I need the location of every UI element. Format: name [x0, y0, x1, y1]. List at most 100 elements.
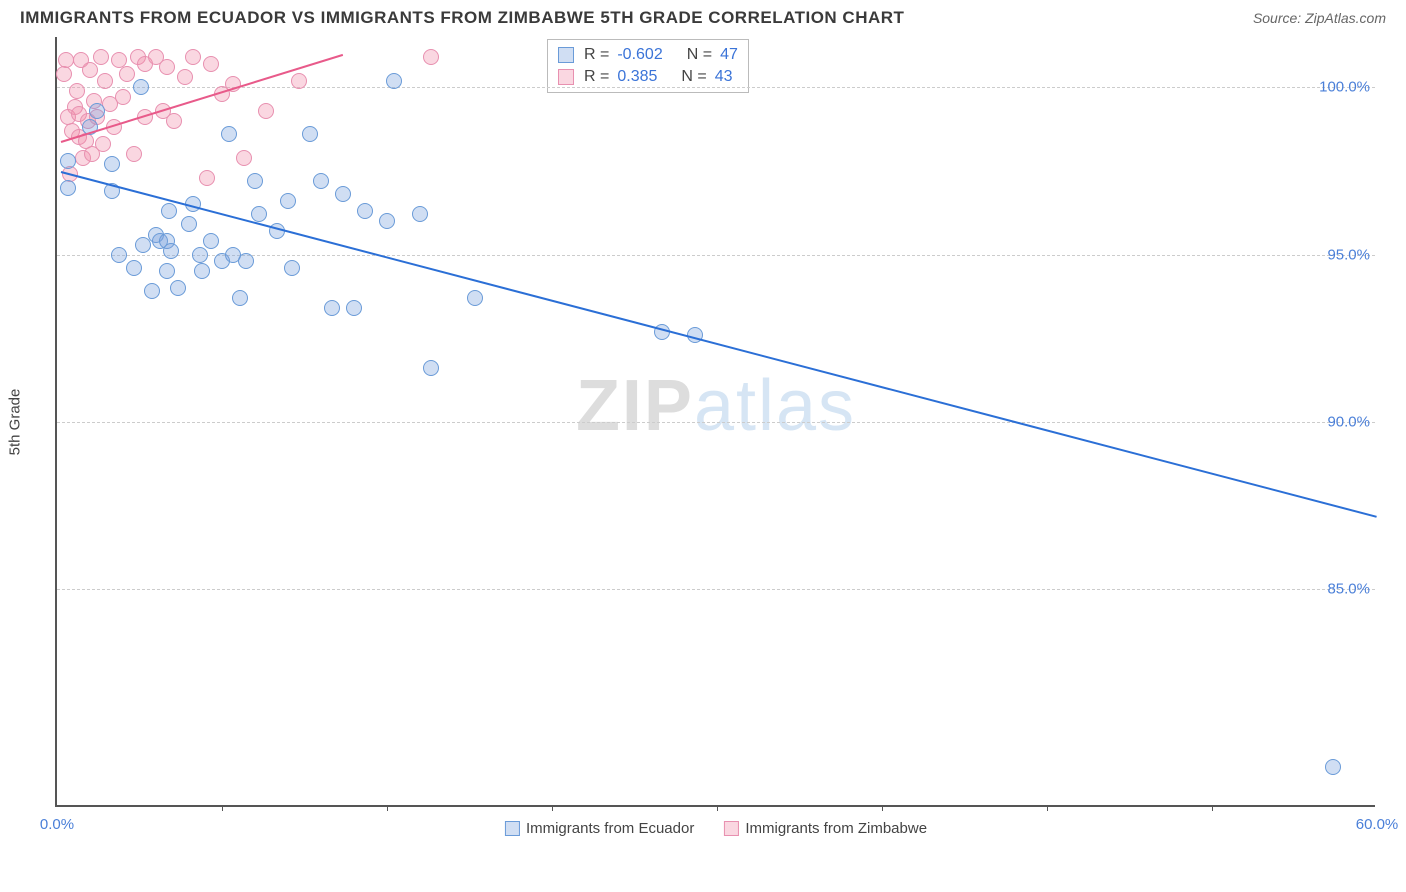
- point-ecuador: [181, 216, 197, 232]
- point-zimbabwe: [199, 170, 215, 186]
- point-zimbabwe: [203, 56, 219, 72]
- y-tick-label: 90.0%: [1327, 414, 1380, 431]
- point-zimbabwe: [69, 83, 85, 99]
- point-zimbabwe: [95, 136, 111, 152]
- point-zimbabwe: [115, 89, 131, 105]
- point-ecuador: [60, 180, 76, 196]
- point-ecuador: [232, 290, 248, 306]
- point-ecuador: [192, 247, 208, 263]
- point-ecuador: [284, 260, 300, 276]
- point-ecuador: [357, 203, 373, 219]
- x-tick-mark: [1212, 805, 1213, 811]
- point-ecuador: [423, 360, 439, 376]
- n-label: N =: [687, 44, 712, 66]
- gridline-h: [57, 589, 1375, 590]
- gridline-h: [57, 422, 1375, 423]
- point-zimbabwe: [166, 113, 182, 129]
- gridline-h: [57, 255, 1375, 256]
- point-zimbabwe: [185, 49, 201, 65]
- point-ecuador: [467, 290, 483, 306]
- legend-top-row: R = 0.385 N = 43: [558, 66, 738, 88]
- source-label: Source:: [1253, 10, 1301, 26]
- point-zimbabwe: [126, 146, 142, 162]
- point-ecuador: [251, 206, 267, 222]
- chart-title: IMMIGRANTS FROM ECUADOR VS IMMIGRANTS FR…: [20, 8, 904, 28]
- point-ecuador: [203, 233, 219, 249]
- watermark-atlas: atlas: [694, 366, 856, 446]
- series-legend: Immigrants from Ecuador Immigrants from Z…: [505, 820, 927, 837]
- point-ecuador: [194, 263, 210, 279]
- y-tick-label: 85.0%: [1327, 581, 1380, 598]
- n-value: 47: [720, 44, 738, 66]
- point-ecuador: [302, 126, 318, 142]
- point-zimbabwe: [236, 150, 252, 166]
- legend-label: Immigrants from Zimbabwe: [745, 820, 927, 837]
- watermark: ZIPatlas: [576, 365, 856, 447]
- plot-area: ZIPatlas R =-0.602N =47R =0.385N =43 Imm…: [55, 37, 1375, 807]
- point-ecuador: [111, 247, 127, 263]
- point-ecuador: [247, 173, 263, 189]
- point-ecuador: [161, 203, 177, 219]
- n-label: N =: [681, 66, 706, 88]
- x-tick-mark: [882, 805, 883, 811]
- y-tick-label: 100.0%: [1319, 79, 1380, 96]
- point-ecuador: [133, 79, 149, 95]
- legend-swatch: [724, 821, 739, 836]
- point-ecuador: [386, 73, 402, 89]
- point-ecuador: [104, 156, 120, 172]
- point-ecuador: [324, 300, 340, 316]
- r-value: 0.385: [617, 66, 657, 88]
- point-zimbabwe: [423, 49, 439, 65]
- point-ecuador: [335, 186, 351, 202]
- point-zimbabwe: [93, 49, 109, 65]
- correlation-legend: R =-0.602N =47R =0.385N =43: [547, 39, 749, 93]
- legend-bottom-item: Immigrants from Zimbabwe: [724, 820, 927, 837]
- point-zimbabwe: [58, 52, 74, 68]
- point-ecuador: [126, 260, 142, 276]
- point-zimbabwe: [291, 73, 307, 89]
- x-tick-label: 60.0%: [1356, 816, 1399, 833]
- watermark-zip: ZIP: [576, 366, 694, 446]
- source-value: ZipAtlas.com: [1305, 10, 1386, 26]
- point-ecuador: [313, 173, 329, 189]
- point-ecuador: [280, 193, 296, 209]
- point-zimbabwe: [82, 62, 98, 78]
- r-value: -0.602: [617, 44, 662, 66]
- x-tick-label: 0.0%: [40, 816, 74, 833]
- point-ecuador: [379, 213, 395, 229]
- point-ecuador: [89, 103, 105, 119]
- point-zimbabwe: [97, 73, 113, 89]
- source-attribution: Source: ZipAtlas.com: [1253, 10, 1386, 26]
- r-label: R =: [584, 44, 609, 66]
- x-tick-mark: [222, 805, 223, 811]
- trendline: [61, 171, 1377, 518]
- point-ecuador: [144, 283, 160, 299]
- point-zimbabwe: [177, 69, 193, 85]
- x-tick-mark: [387, 805, 388, 811]
- x-tick-mark: [717, 805, 718, 811]
- point-zimbabwe: [119, 66, 135, 82]
- legend-swatch: [505, 821, 520, 836]
- legend-top-row: R = -0.602 N = 47: [558, 44, 738, 66]
- chart-container: 5th Grade ZIPatlas R =-0.602N =47R =0.38…: [55, 37, 1386, 807]
- point-zimbabwe: [159, 59, 175, 75]
- x-tick-mark: [1047, 805, 1048, 811]
- legend-swatch: [558, 69, 574, 85]
- legend-label: Immigrants from Ecuador: [526, 820, 694, 837]
- point-ecuador: [221, 126, 237, 142]
- point-ecuador: [238, 253, 254, 269]
- legend-bottom-item: Immigrants from Ecuador: [505, 820, 694, 837]
- n-value: 43: [715, 66, 733, 88]
- x-tick-mark: [552, 805, 553, 811]
- point-ecuador: [159, 263, 175, 279]
- point-ecuador: [412, 206, 428, 222]
- point-ecuador: [1325, 759, 1341, 775]
- r-label: R =: [584, 66, 609, 88]
- point-zimbabwe: [258, 103, 274, 119]
- point-ecuador: [163, 243, 179, 259]
- point-ecuador: [170, 280, 186, 296]
- point-ecuador: [60, 153, 76, 169]
- y-tick-label: 95.0%: [1327, 246, 1380, 263]
- point-ecuador: [346, 300, 362, 316]
- y-axis-label: 5th Grade: [7, 389, 24, 456]
